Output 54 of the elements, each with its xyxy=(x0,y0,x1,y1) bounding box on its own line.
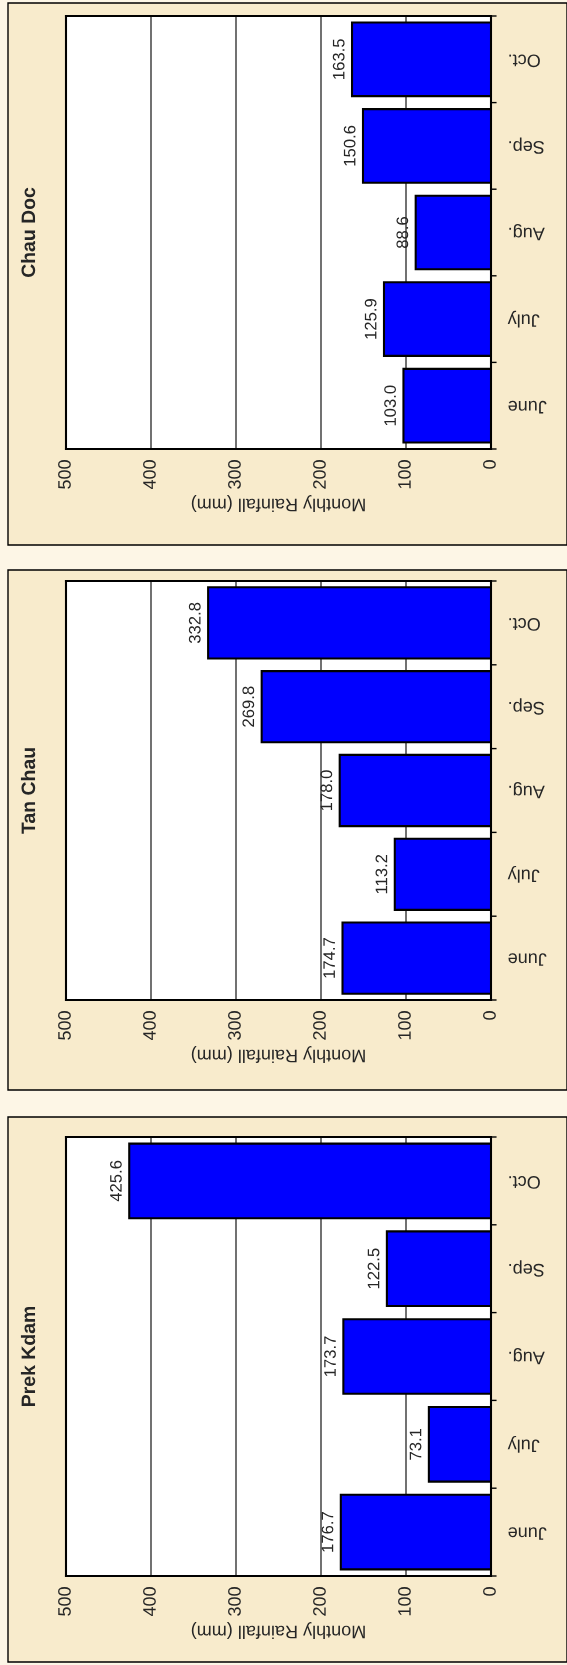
y-tick-label: Oct. xyxy=(509,1176,540,1189)
y-tick-label: Sep. xyxy=(509,137,544,154)
y-tick-label: July xyxy=(507,865,540,883)
x-tick-label: 400 xyxy=(143,1011,156,1041)
y-tick-label: Aug. xyxy=(509,782,545,799)
data-label: 103.0 xyxy=(384,385,396,426)
x-tick-label: 200 xyxy=(313,1587,326,1616)
data-label: 73.1 xyxy=(409,1428,422,1460)
y-tick-label: June xyxy=(508,1527,547,1540)
x-axis-title: Monthly Rainfall (mm) xyxy=(191,495,365,512)
x-tick-label: 500 xyxy=(58,1587,71,1616)
y-tick-label: Oct. xyxy=(509,618,540,631)
y-tick-label: Aug. xyxy=(509,1348,545,1365)
y-tick-label: July xyxy=(507,1435,540,1453)
x-tick-label: 100 xyxy=(398,460,411,489)
data-label: 269.8 xyxy=(242,686,255,727)
x-tick-label: 0 xyxy=(483,1587,496,1596)
y-tick-label: Oct. xyxy=(509,54,540,68)
y-tick-label: June xyxy=(508,400,547,414)
x-tick-label: 500 xyxy=(58,1011,71,1040)
data-label: 174.7 xyxy=(323,938,335,978)
x-tick-label: 500 xyxy=(58,460,71,489)
data-label: 122.5 xyxy=(367,1248,380,1289)
x-axis-title: Monthly Rainfall (mm) xyxy=(191,1046,365,1063)
x-tick-label: 400 xyxy=(143,1587,156,1617)
x-tick-label: 300 xyxy=(228,1011,241,1040)
x-tick-label: 400 xyxy=(143,460,156,490)
x-tick-label: 200 xyxy=(313,460,326,489)
y-tick-label: Sep. xyxy=(509,1260,544,1277)
y-tick-label: July xyxy=(507,310,540,328)
x-tick-label: 100 xyxy=(398,1587,411,1616)
x-tick-label: 300 xyxy=(228,1587,241,1616)
data-label: 113.2 xyxy=(375,854,388,894)
data-label: 178.0 xyxy=(320,770,333,811)
x-tick-label: 0 xyxy=(483,460,496,469)
data-label: 176.7 xyxy=(321,1512,334,1552)
x-tick-label: 200 xyxy=(313,1011,326,1040)
text: Tan Chau xyxy=(20,748,36,834)
x-axis-title: Monthly Rainfall (mm) xyxy=(191,1622,365,1639)
x-tick-label: 0 xyxy=(483,1011,496,1020)
y-tick-label: June xyxy=(508,953,547,966)
data-label: 88.6 xyxy=(396,217,409,248)
data-label: 163.5 xyxy=(332,39,345,79)
y-tick-label: Sep. xyxy=(509,698,544,715)
x-tick-label: 100 xyxy=(398,1011,411,1040)
y-tick-label: Aug. xyxy=(509,224,545,241)
text: Prek Kdam xyxy=(20,1306,36,1406)
text: Chau Doc xyxy=(20,187,36,278)
data-label: 173.7 xyxy=(324,1336,336,1377)
data-label: 332.8 xyxy=(188,602,201,644)
data-label: 125.9 xyxy=(364,299,377,339)
data-label: 150.6 xyxy=(343,125,356,166)
data-label: 425.6 xyxy=(109,1160,122,1202)
x-tick-label: 300 xyxy=(228,460,241,489)
